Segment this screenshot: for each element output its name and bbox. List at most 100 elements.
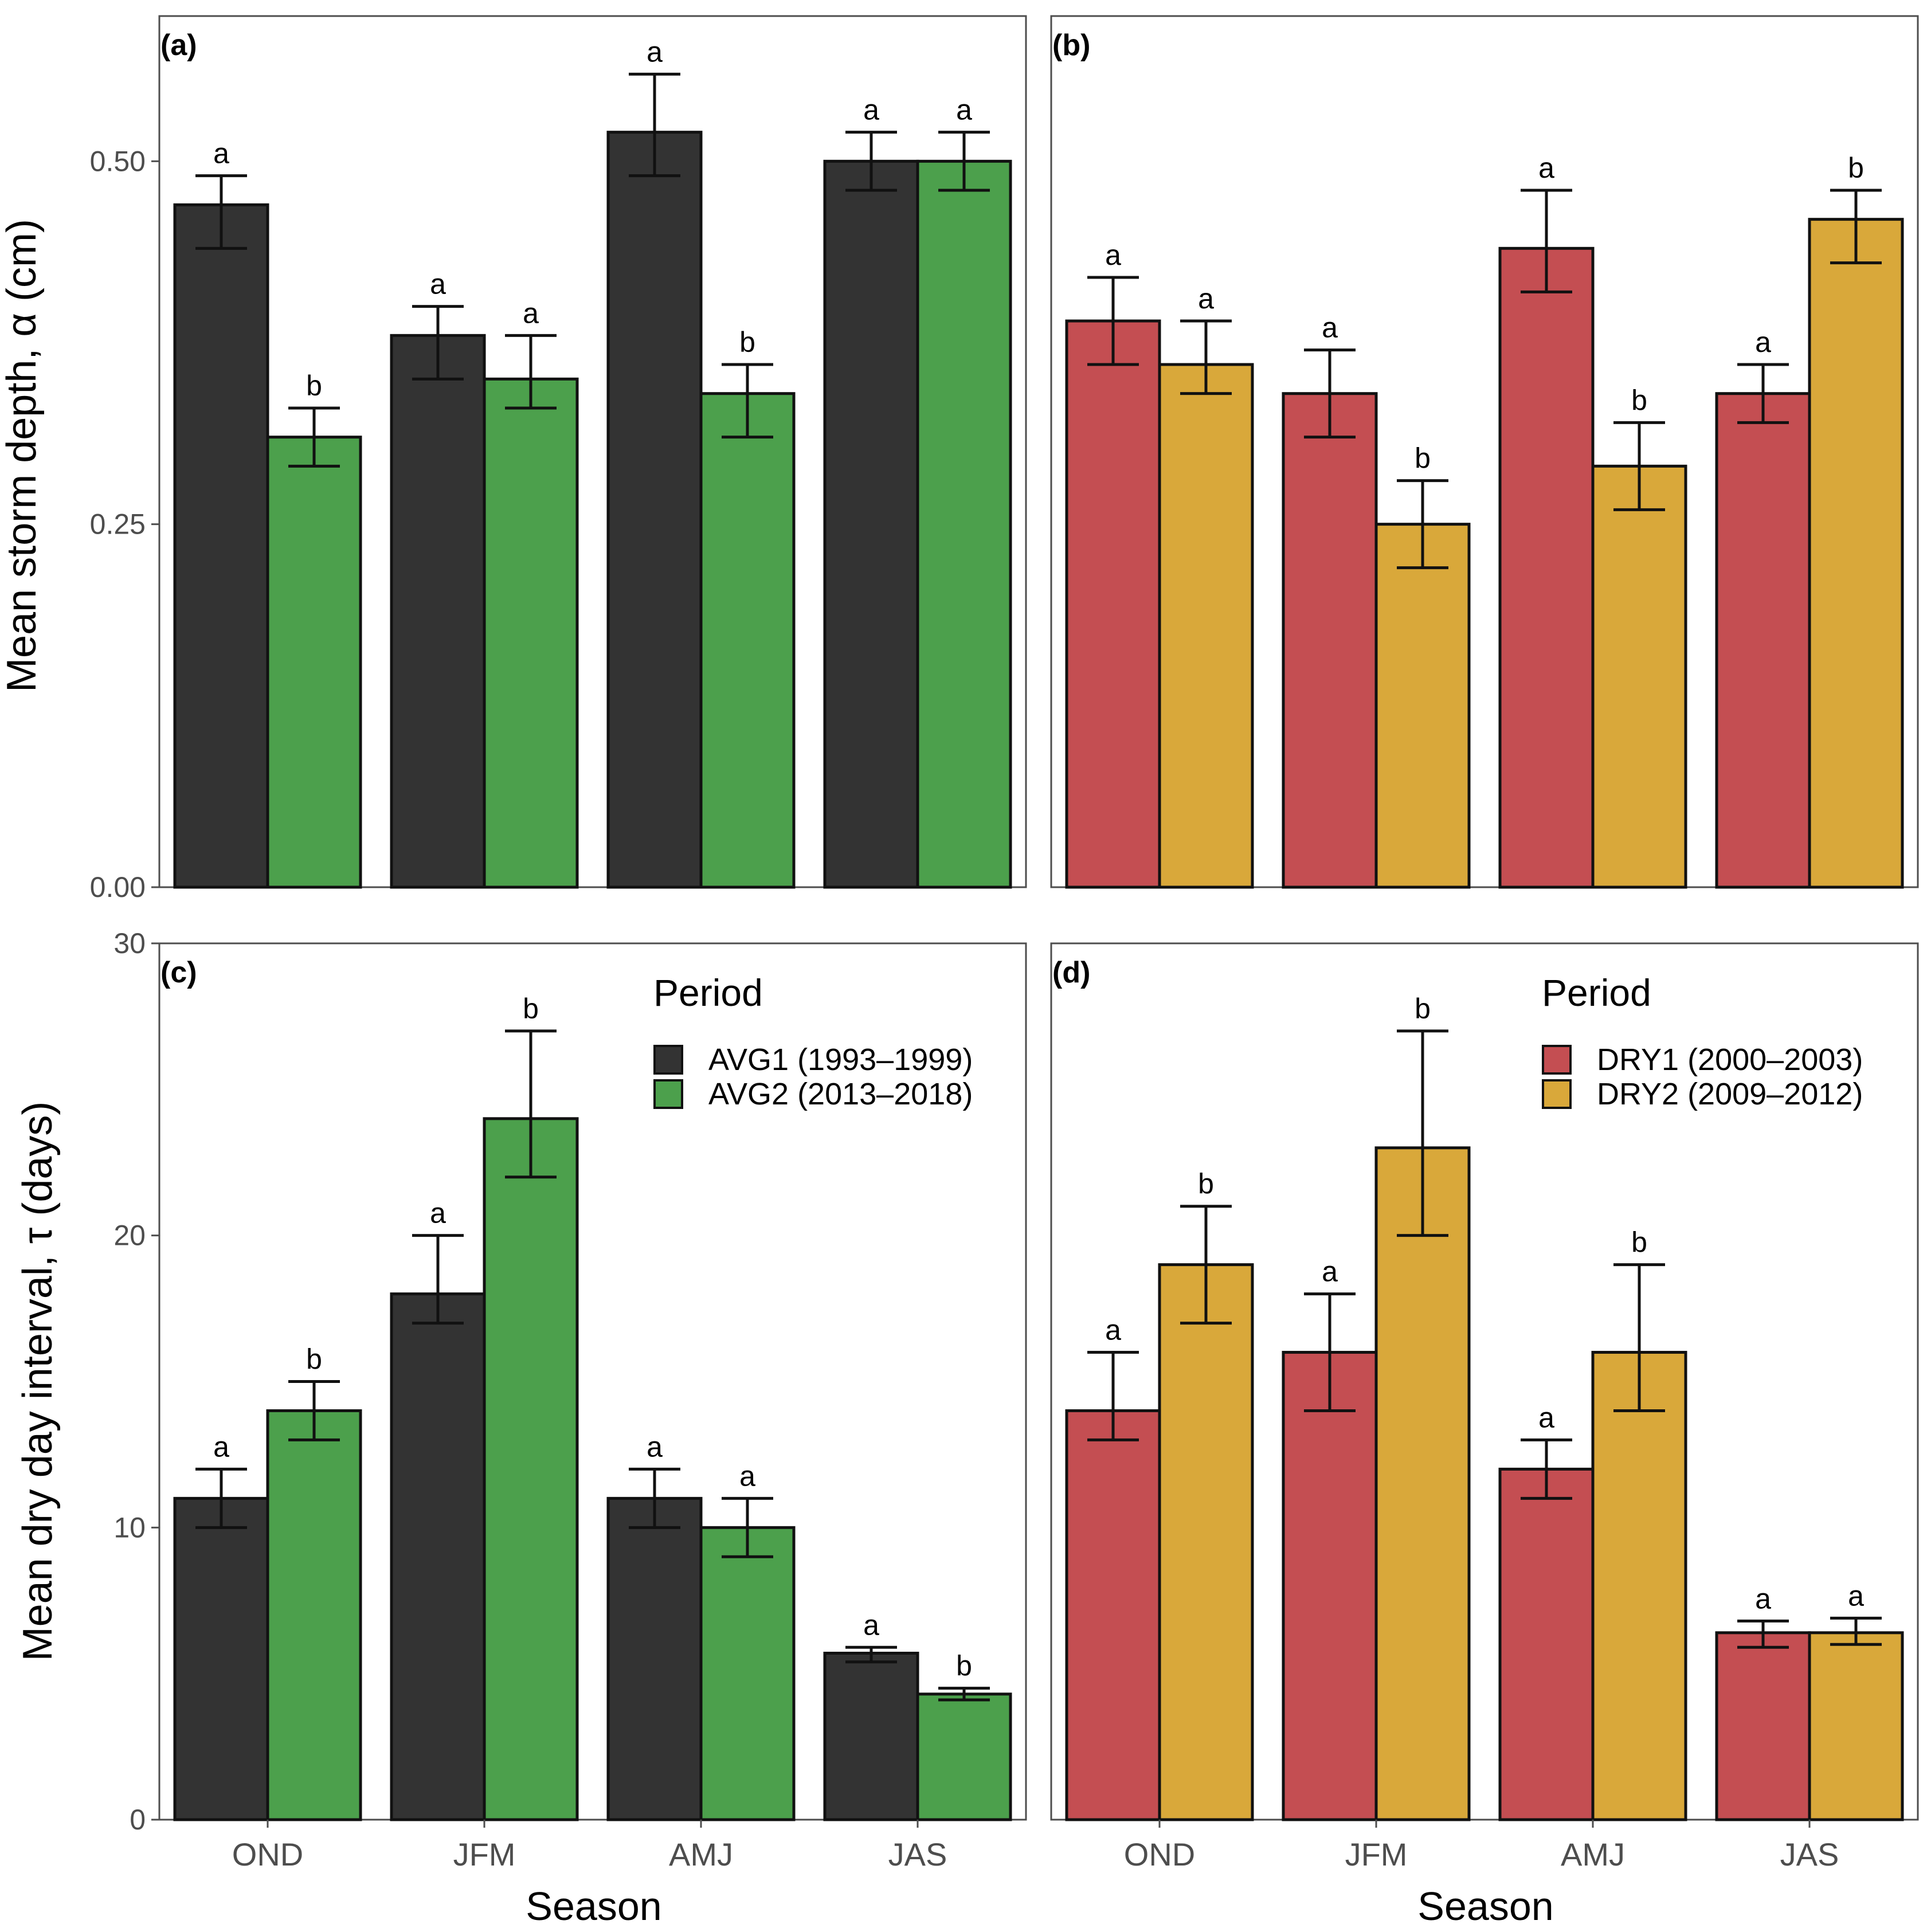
panel-c: a a a a b b a b 0 10 20 30 OND JFM AMJ JAS (c) Period AVG1…: [113, 927, 1027, 1872]
bar-a-jfm-s2: [483, 377, 579, 889]
legend-swatch-1: [653, 1045, 683, 1075]
bar-c-jas-s1: [823, 1651, 919, 1821]
legend-title: Period: [653, 971, 763, 1014]
bar-c-jfm-s1: [390, 1292, 486, 1821]
significance-letter: a: [956, 94, 972, 126]
panel-a: a a a a b a b a 0.00 0.25 0.50 (a): [90, 15, 1027, 903]
bar-c-ond-s2: [266, 1409, 362, 1821]
bar-c-jas-s2: [916, 1692, 1012, 1821]
legend-swatch-2: [1542, 1079, 1572, 1109]
bar-d-jas-s2: [1808, 1631, 1904, 1821]
significance-letter: b: [306, 1343, 322, 1375]
bar-d-ond-s2: [1158, 1263, 1254, 1821]
bar-b-amj-s2: [1591, 464, 1687, 889]
y-axis-title-bottom: Mean dry day interval, τ (days): [15, 1102, 61, 1661]
significance-letter: a: [430, 1197, 446, 1229]
significance-letter: a: [647, 36, 663, 68]
y-axis-title-top: Mean storm depth, α (cm): [0, 219, 45, 692]
significance-letter: a: [523, 297, 539, 329]
panel-label-d: (d): [1052, 956, 1090, 989]
bar-c-ond-s1: [173, 1496, 269, 1821]
significance-letter: b: [956, 1650, 972, 1682]
bar-b-jas-s2: [1808, 218, 1904, 889]
legend-title: Period: [1542, 971, 1651, 1014]
x-tick-label-jas: JAS: [1780, 1836, 1839, 1872]
bar-d-jfm-s2: [1374, 1146, 1471, 1821]
bar-b-jfm-s1: [1282, 392, 1378, 889]
significance-letter: b: [523, 993, 539, 1025]
significance-letter: a: [1322, 312, 1338, 344]
significance-letter: b: [739, 326, 755, 358]
x-tick-label-ond: OND: [1124, 1836, 1195, 1872]
x-tick-label-jfm: JFM: [1345, 1836, 1408, 1872]
y-tick-label-c: 30: [113, 927, 146, 959]
significance-letter: a: [1105, 239, 1121, 271]
legend-swatch-2: [653, 1079, 683, 1109]
bar-a-amj-s1: [606, 131, 703, 889]
y-tick-label-c: 10: [113, 1511, 146, 1543]
bar-d-amj-s2: [1591, 1351, 1687, 1821]
significance-letter: a: [863, 1609, 879, 1641]
significance-letter: a: [1538, 152, 1554, 184]
y-tick-label-a: 0.25: [90, 508, 146, 540]
bar-b-jas-s1: [1715, 392, 1811, 889]
legend-entry-2: AVG2 (2013–2018): [708, 1077, 973, 1111]
significance-letter: a: [1755, 326, 1771, 358]
panel-b: a a a a a b b b (b): [1050, 15, 1919, 889]
significance-letter: b: [1848, 152, 1864, 184]
panel-label-b: (b): [1052, 29, 1090, 62]
bar-b-ond-s2: [1158, 363, 1254, 889]
significance-letter: b: [1198, 1168, 1214, 1200]
y-tick-label-a: 0.00: [90, 871, 146, 903]
significance-letter: b: [1631, 1226, 1647, 1259]
bar-a-amj-s2: [699, 392, 796, 889]
legend-swatch-1: [1542, 1045, 1572, 1075]
x-tick-label-amj: AMJ: [669, 1836, 733, 1872]
bar-d-jfm-s1: [1282, 1351, 1378, 1821]
legend-entry-1: DRY1 (2000–2003): [1597, 1043, 1863, 1077]
significance-letter: a: [1848, 1580, 1864, 1612]
panel-label-a: (a): [160, 29, 197, 62]
significance-letter: b: [1631, 384, 1647, 416]
significance-letter: b: [1415, 993, 1431, 1025]
y-tick-label-c: 20: [113, 1220, 146, 1252]
x-axis-title-left: Season: [526, 1884, 661, 1929]
x-axis-title-right: Season: [1417, 1884, 1553, 1929]
x-tick-label-ond: OND: [232, 1836, 303, 1872]
bar-a-ond-s1: [173, 203, 269, 889]
y-tick-label-c: 0: [130, 1804, 146, 1836]
panel-label-c: (c): [160, 956, 197, 989]
legend-d: Period DRY1 (2000–2003)DRY2 (2009–2012): [1542, 971, 1863, 1111]
significance-letter: a: [430, 268, 446, 300]
significance-letter: b: [306, 370, 322, 402]
significance-letter: a: [1755, 1582, 1771, 1614]
bar-d-jas-s1: [1715, 1631, 1811, 1821]
panels-layer: a a a a b a b a 0.00 0.25 0.50 (a) a a a a a b b b (b) a a a a b b…: [90, 15, 1919, 1872]
legend-entry-2: DRY2 (2009–2012): [1597, 1077, 1863, 1111]
significance-letter: a: [647, 1431, 663, 1463]
significance-letter: a: [1198, 283, 1214, 315]
significance-letter: a: [1538, 1401, 1554, 1433]
bar-b-ond-s1: [1065, 319, 1161, 889]
panel-d: a a a a b b b a OND JFM AMJ JAS (d) Period DRY1 (2000–…: [1050, 942, 1919, 1872]
bar-b-amj-s1: [1498, 246, 1595, 889]
bar-a-jfm-s1: [390, 334, 486, 889]
bar-d-amj-s1: [1498, 1467, 1595, 1821]
bar-b-jfm-s2: [1374, 523, 1471, 889]
significance-letter: a: [863, 94, 879, 126]
bar-a-jas-s1: [823, 159, 919, 889]
significance-letter: b: [1415, 442, 1431, 475]
significance-letter: a: [1322, 1256, 1338, 1288]
x-tick-label-jas: JAS: [888, 1836, 947, 1872]
bar-d-ond-s1: [1065, 1409, 1161, 1821]
x-tick-label-jfm: JFM: [453, 1836, 516, 1872]
significance-letter: a: [213, 138, 229, 170]
x-tick-label-amj: AMJ: [1561, 1836, 1625, 1872]
significance-letter: a: [739, 1460, 755, 1492]
significance-letter: a: [213, 1431, 229, 1463]
legend-entry-1: AVG1 (1993–1999): [708, 1043, 973, 1077]
bar-a-ond-s2: [266, 436, 362, 889]
bar-c-amj-s1: [606, 1496, 703, 1821]
significance-letter: a: [1105, 1314, 1121, 1346]
